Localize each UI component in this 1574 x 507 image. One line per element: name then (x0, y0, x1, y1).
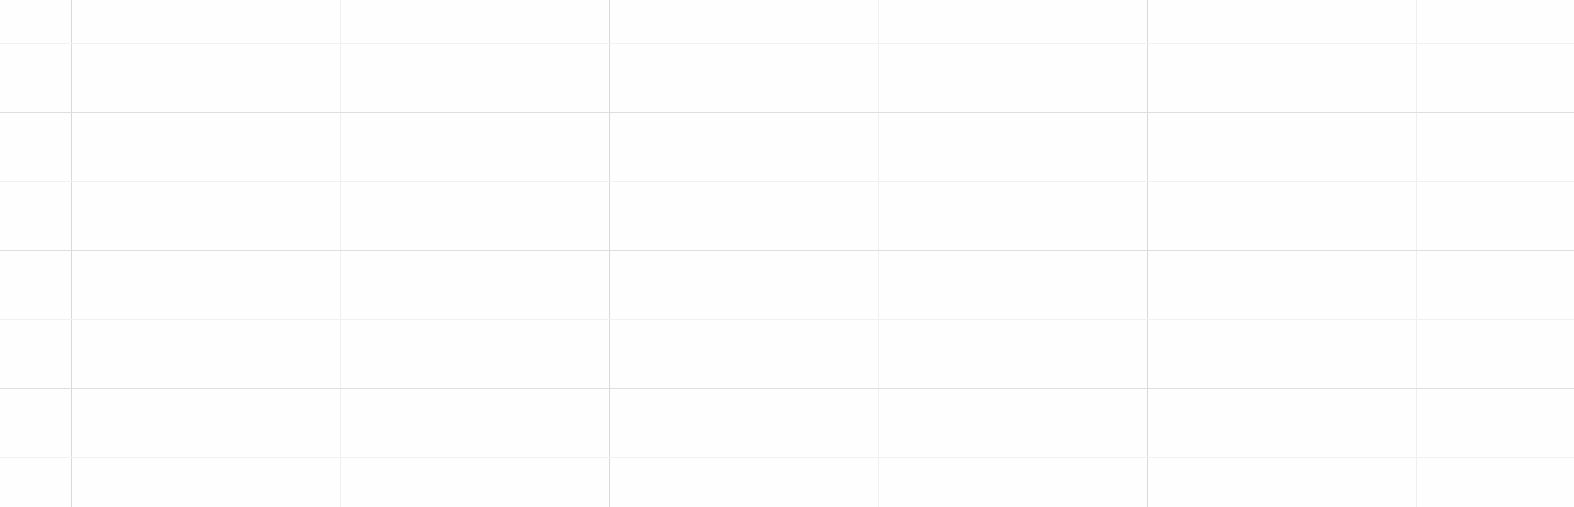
row-subdivider (0, 181, 1574, 182)
column-divider (609, 0, 610, 507)
row-subdivider (0, 43, 1574, 44)
row-divider (0, 112, 1574, 113)
row-divider (0, 250, 1574, 251)
column-subdivider (340, 0, 341, 507)
row-divider (0, 388, 1574, 389)
row-subdivider (0, 457, 1574, 458)
column-subdivider (878, 0, 879, 507)
column-divider (1147, 0, 1148, 507)
column-divider (71, 0, 72, 507)
row-subdivider (0, 319, 1574, 320)
column-subdivider (1416, 0, 1417, 507)
